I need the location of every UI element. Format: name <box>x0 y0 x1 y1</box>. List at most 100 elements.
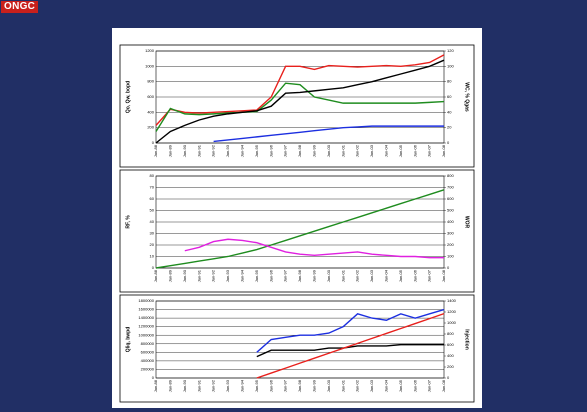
y2-tick-label: 200 <box>447 242 454 247</box>
series-line <box>184 238 444 259</box>
series-line <box>155 82 445 132</box>
y-tick-label: 200000 <box>141 367 155 372</box>
plot-area <box>155 50 445 144</box>
x-tick-label: Jan-99 <box>311 379 316 392</box>
x-tick-label: Jan-05 <box>398 379 403 392</box>
x-tick-label: Jan-92 <box>211 269 216 282</box>
x-tick-label: Jan-08 <box>441 379 446 392</box>
y2-tick-label: 400 <box>447 353 454 358</box>
x-tick-label: Jan-08 <box>441 269 446 282</box>
series-line <box>256 312 445 379</box>
x-tick-label: Jan-95 <box>254 379 259 392</box>
y-tick-label: 30 <box>150 231 155 236</box>
x-tick-label: Jan-88 <box>153 269 158 282</box>
x-tick-label: Jan-99 <box>311 269 316 282</box>
chart-frame <box>119 294 475 403</box>
y-tick-label: 60 <box>150 196 155 201</box>
x-tick-label: Jan-95 <box>254 269 259 282</box>
y2-tick-label: 120 <box>447 48 454 53</box>
y-tick-label: 0 <box>152 375 155 380</box>
x-tick-label: Jan-94 <box>239 379 244 392</box>
y2-tick-label: 40 <box>447 109 452 114</box>
x-tick-label: Jan-97 <box>283 269 288 282</box>
y-tick-label: 400 <box>147 109 154 114</box>
y-tick-label: 0 <box>152 265 155 270</box>
y-tick-label: 800 <box>147 79 154 84</box>
y2-axis-title: Injection <box>464 329 470 350</box>
x-tick-label: Jan-91 <box>196 144 201 157</box>
x-tick-label: Jan-04 <box>383 269 388 282</box>
y2-tick-label: 600 <box>447 196 454 201</box>
y-tick-label: 400000 <box>141 358 155 363</box>
series-line <box>155 189 445 269</box>
x-tick-label: Jan-00 <box>326 379 331 392</box>
y2-tick-label: 0 <box>447 375 450 380</box>
x-tick-label: Jan-02 <box>355 379 360 392</box>
x-tick-label: Jan-99 <box>311 144 316 157</box>
y2-tick-label: 200 <box>447 364 454 369</box>
x-tick-label: Jan-96 <box>268 379 273 392</box>
x-tick-label: Jan-88 <box>153 379 158 392</box>
y2-tick-label: 100 <box>447 63 454 68</box>
y2-tick-label: 1000 <box>447 320 457 325</box>
y-tick-label: 600000 <box>141 349 155 354</box>
x-tick-label: Jan-98 <box>297 144 302 157</box>
x-tick-label: Jan-91 <box>196 379 201 392</box>
x-tick-label: Jan-02 <box>355 269 360 282</box>
x-tick-label: Jan-04 <box>383 379 388 392</box>
x-tick-label: Jan-94 <box>239 144 244 157</box>
y-tick-label: 1600000 <box>138 307 154 312</box>
y2-tick-label: 0 <box>447 265 450 270</box>
x-tick-label: Jan-92 <box>211 379 216 392</box>
x-tick-label: Jan-90 <box>182 144 187 157</box>
x-tick-label: Jan-00 <box>326 269 331 282</box>
y-axis-title: Qo, Qw, bopd <box>125 81 131 113</box>
y-tick-label: 1800000 <box>138 298 154 303</box>
x-tick-label: Jan-07 <box>427 144 432 157</box>
x-tick-label: Jan-89 <box>167 269 172 282</box>
y2-tick-label: 60 <box>447 94 452 99</box>
plot-area <box>155 175 445 269</box>
plot-area <box>155 300 445 379</box>
x-tick-label: Jan-03 <box>369 144 374 157</box>
y2-axis-title: WOR <box>464 216 470 229</box>
y2-tick-label: 700 <box>447 185 454 190</box>
y-tick-label: 70 <box>150 185 155 190</box>
series-line <box>155 59 445 144</box>
x-tick-label: Jan-06 <box>412 144 417 157</box>
x-tick-label: Jan-95 <box>254 144 259 157</box>
x-tick-label: Jan-01 <box>340 269 345 282</box>
y2-tick-label: 800 <box>447 331 454 336</box>
y-tick-label: 1400000 <box>138 315 154 320</box>
y-tick-label: 1000000 <box>138 332 154 337</box>
y-tick-label: 80 <box>150 173 155 178</box>
x-tick-label: Jan-04 <box>383 144 388 157</box>
y-tick-label: 800000 <box>141 341 155 346</box>
x-tick-label: Jan-92 <box>211 144 216 157</box>
series-line <box>213 125 444 143</box>
x-tick-label: Jan-89 <box>167 379 172 392</box>
y2-tick-label: 800 <box>447 173 454 178</box>
x-tick-label: Jan-03 <box>369 269 374 282</box>
x-tick-label: Jan-05 <box>398 144 403 157</box>
logo: ONGC <box>1 1 39 13</box>
y2-tick-label: 500 <box>447 208 454 213</box>
y-tick-label: 40 <box>150 219 155 224</box>
chart-frame <box>119 169 475 293</box>
y-axis-title: Qliq, bwpd <box>125 327 131 353</box>
series-line <box>256 308 445 353</box>
x-tick-label: Jan-88 <box>153 144 158 157</box>
y2-tick-label: 400 <box>447 219 454 224</box>
y2-tick-label: 300 <box>447 231 454 236</box>
x-tick-label: Jan-06 <box>412 269 417 282</box>
x-tick-label: Jan-90 <box>182 269 187 282</box>
x-tick-label: Jan-93 <box>225 269 230 282</box>
x-tick-label: Jan-00 <box>326 144 331 157</box>
y-tick-label: 200 <box>147 125 154 130</box>
x-tick-label: Jan-96 <box>268 144 273 157</box>
y-tick-label: 1000 <box>145 63 155 68</box>
x-tick-label: Jan-07 <box>427 379 432 392</box>
y-tick-label: 10 <box>150 254 155 259</box>
x-tick-label: Jan-05 <box>398 269 403 282</box>
